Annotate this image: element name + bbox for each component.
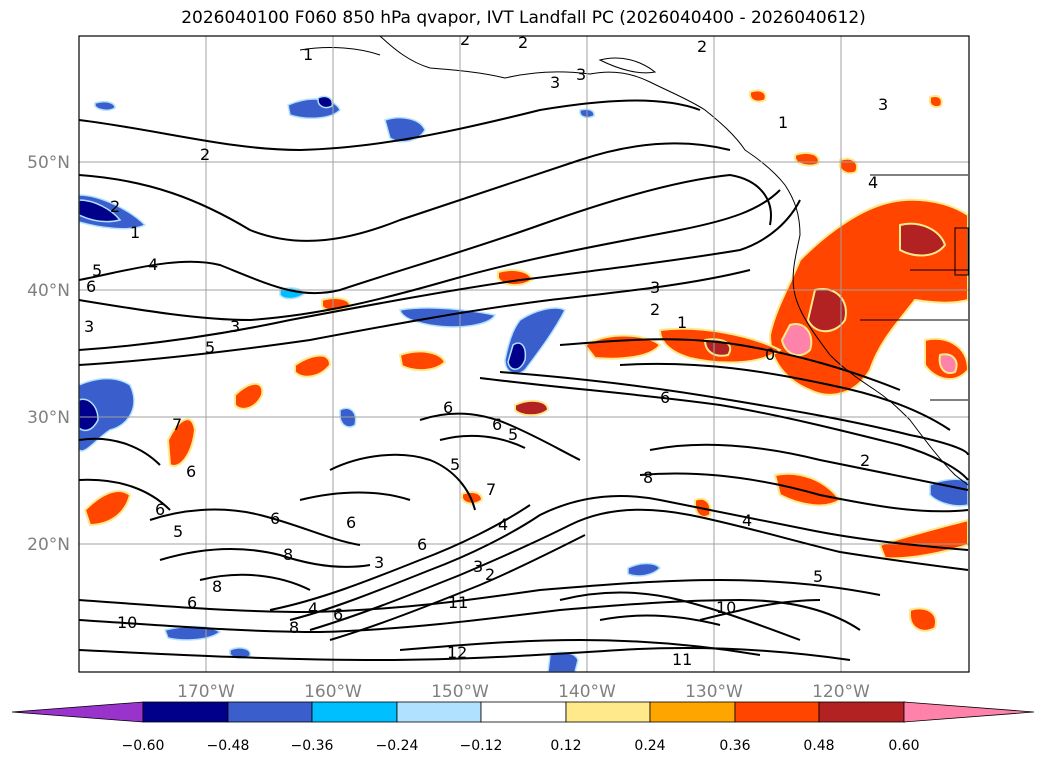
- gridlines: [79, 36, 969, 672]
- colorbar-swatch: [734, 701, 820, 723]
- contour-label: 3: [550, 73, 560, 92]
- longitude-labels: 170°W 160°W 150°W 140°W 130°W 120°W: [177, 682, 870, 702]
- colorbar-label: −0.12: [460, 738, 503, 754]
- lat-label-30n: 30°N: [27, 408, 70, 428]
- contour-label: 2: [650, 300, 660, 319]
- contour-label: 7: [172, 415, 182, 434]
- map-frame: [78, 35, 970, 673]
- colorbar-extend-high: [903, 701, 1035, 723]
- contour-label: 5: [173, 522, 183, 541]
- contour-label: 2: [485, 565, 495, 584]
- colorbar-swatch: [396, 701, 482, 723]
- contour-label: 10: [117, 613, 137, 632]
- lat-label-50n: 50°N: [27, 153, 70, 173]
- lon-label-120w: 120°W: [812, 682, 870, 702]
- contour-label: 8: [283, 545, 293, 564]
- contour-label: 3: [374, 553, 384, 572]
- contour-label: 11: [672, 650, 692, 669]
- contour-label: 3: [878, 95, 888, 114]
- colorbar-label: −0.48: [207, 738, 250, 754]
- colorbar-label: 0.36: [719, 738, 750, 754]
- contour-label: 4: [742, 511, 752, 530]
- coastline: [299, 36, 969, 486]
- contour-label: 6: [333, 605, 343, 624]
- colorbar-extend-low: [11, 701, 144, 723]
- contour-label: 3: [650, 278, 660, 297]
- lon-label-130w: 130°W: [685, 682, 743, 702]
- colorbar-label: 0.60: [888, 738, 919, 754]
- colorbar-label: 0.48: [803, 738, 834, 754]
- colorbar-swatch: [818, 701, 905, 723]
- contour-label: 5: [813, 567, 823, 586]
- colorbar-swatch: [227, 701, 313, 723]
- contour-label: 11: [448, 593, 468, 612]
- contour-label: 7: [486, 480, 496, 499]
- latitude-labels: 50°N 40°N 30°N 20°N: [27, 153, 70, 555]
- colorbar-label: 0.12: [550, 738, 581, 754]
- contour-label: 1: [677, 313, 687, 332]
- contour-label: 0: [765, 345, 775, 364]
- contour-label: 5: [92, 261, 102, 280]
- lon-label-140w: 140°W: [558, 682, 616, 702]
- contour-label: 5: [508, 425, 518, 444]
- contour-label: 2: [460, 30, 470, 49]
- contour-label: 1: [130, 223, 140, 242]
- positive-anomaly-fields: [83, 89, 969, 632]
- colorbar-label: −0.24: [376, 738, 419, 754]
- ivt-contours: [79, 99, 969, 662]
- contour-label: 1: [778, 113, 788, 132]
- contour-label: 6: [492, 415, 502, 434]
- colorbar-label: 0.24: [634, 738, 665, 754]
- contour-label: 8: [212, 577, 222, 596]
- contour-label: 8: [289, 618, 299, 637]
- contour-label: 10: [716, 598, 736, 617]
- colorbar-swatch: [142, 701, 229, 723]
- contour-label: 6: [346, 513, 356, 532]
- lon-label-160w: 160°W: [304, 682, 362, 702]
- contour-label: 2: [110, 197, 120, 216]
- contour-label: 2: [860, 451, 870, 470]
- colorbar-swatch: [565, 701, 651, 723]
- colorbar-swatch: [311, 701, 398, 723]
- contour-label: 1: [303, 45, 313, 64]
- lon-label-150w: 150°W: [431, 682, 489, 702]
- contour-label: 2: [518, 33, 528, 52]
- negative-anomaly-fields: [79, 95, 969, 672]
- contour-label: 3: [473, 557, 483, 576]
- contour-label: 6: [417, 535, 427, 554]
- contour-label: 8: [643, 468, 653, 487]
- contour-label: 4: [148, 255, 158, 274]
- lat-label-40n: 40°N: [27, 281, 70, 301]
- colorbar-label: −0.36: [291, 738, 334, 754]
- contour-labels: 1 2 2 2 3 3 3 2 1 2 1 4 5 6 3 3 5 3 2 1 …: [84, 30, 888, 669]
- contour-label: 6: [187, 593, 197, 612]
- contour-label: 6: [86, 277, 96, 296]
- contour-label: 6: [443, 398, 453, 417]
- colorbar: [11, 701, 1035, 723]
- colorbar-label: −0.60: [122, 738, 165, 754]
- colorbar-swatch: [480, 701, 567, 723]
- contour-label: 4: [308, 599, 318, 618]
- contour-label: 6: [660, 388, 670, 407]
- contour-label: 3: [84, 317, 94, 336]
- contour-label: 2: [697, 37, 707, 56]
- contour-label: 6: [186, 462, 196, 481]
- lon-label-170w: 170°W: [177, 682, 235, 702]
- contour-label: 6: [270, 509, 280, 528]
- contour-label: 12: [447, 643, 467, 662]
- contour-label: 4: [868, 173, 878, 192]
- map-title: 2026040100 F060 850 hPa qvapor, IVT Land…: [181, 8, 866, 28]
- colorbar-labels: −0.60 −0.48 −0.36 −0.24 −0.12 0.12 0.24 …: [122, 738, 920, 754]
- contour-label: 4: [498, 515, 508, 534]
- colorbar-swatch: [649, 701, 736, 723]
- contour-label: 5: [450, 455, 460, 474]
- lat-label-20n: 20°N: [27, 535, 70, 555]
- contour-label: 2: [200, 145, 210, 164]
- contour-label: 3: [230, 317, 240, 336]
- map-plot-area: 1 2 2 2 3 3 3 2 1 2 1 4 5 6 3 3 5 3 2 1 …: [79, 30, 969, 672]
- contour-label: 3: [576, 65, 586, 84]
- contour-label: 6: [155, 500, 165, 519]
- contour-label: 5: [205, 338, 215, 357]
